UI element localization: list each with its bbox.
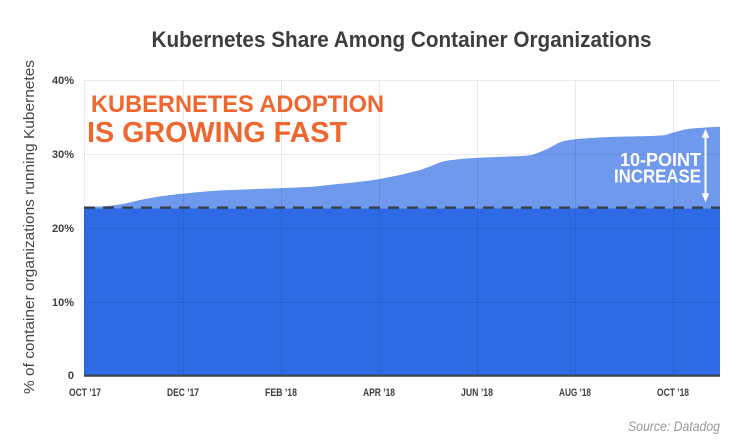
- svg-text:KUBERNETES ADOPTION: KUBERNETES ADOPTION: [91, 91, 384, 118]
- svg-text:OCT ’17: OCT ’17: [69, 387, 101, 399]
- svg-text:APR ’18: APR ’18: [363, 387, 395, 399]
- svg-text:20%: 20%: [52, 223, 74, 235]
- svg-text:INCREASE: INCREASE: [614, 167, 701, 187]
- svg-text:AUG ’18: AUG ’18: [559, 387, 591, 399]
- svg-text:IS GROWING FAST: IS GROWING FAST: [87, 117, 347, 149]
- svg-text:OCT ’18: OCT ’18: [657, 387, 689, 399]
- svg-text:Kubernetes Share Among Contain: Kubernetes Share Among Container Organiz…: [152, 27, 652, 52]
- svg-text:Source: Datadog: Source: Datadog: [628, 418, 720, 434]
- svg-text:10%: 10%: [52, 297, 74, 309]
- svg-text:% of container organizations r: % of container organizations running Kub…: [22, 60, 38, 394]
- svg-text:FEB ’18: FEB ’18: [265, 387, 297, 399]
- svg-text:JUN ’18: JUN ’18: [461, 387, 493, 399]
- svg-text:40%: 40%: [52, 75, 74, 87]
- svg-text:DEC ’17: DEC ’17: [167, 387, 199, 399]
- svg-text:0: 0: [68, 370, 74, 382]
- svg-text:10-POINT: 10-POINT: [620, 150, 701, 170]
- svg-text:30%: 30%: [52, 149, 74, 161]
